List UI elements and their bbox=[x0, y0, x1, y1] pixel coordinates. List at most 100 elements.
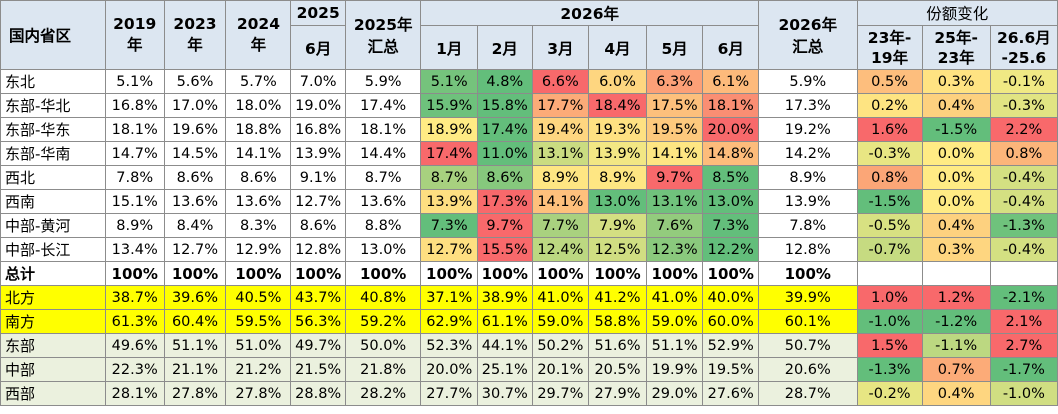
header-change: 26.6月 -25.6 bbox=[989, 25, 1058, 70]
region-name-cell: 南方 bbox=[0, 309, 106, 334]
table-row: 西南 15.1% 13.6% 13.6% 12.7% 13.6% 13.9% 17.3% 14.… bbox=[0, 189, 1058, 214]
table-cell: 13.6% bbox=[163, 189, 227, 214]
share-change-cell: 2.7% bbox=[989, 333, 1058, 358]
table-row: 北方 38.7% 39.6% 40.5% 43.7% 40.8% 37.1% 38.9% 41.… bbox=[0, 285, 1058, 310]
table-body: 东北 5.1% 5.6% 5.7% 7.0% 5.9% 5.1% 4.8% 6.6% 6.0% 6.… bbox=[0, 69, 1058, 406]
share-change-cell: -0.3% bbox=[856, 141, 923, 166]
share-change-cell: 0.8% bbox=[856, 165, 923, 190]
share-change-cell: -1.5% bbox=[921, 117, 991, 142]
table-cell: 60.1% bbox=[758, 309, 858, 334]
header-june-2025: 6月 bbox=[290, 25, 346, 70]
share-change-cell: -0.1% bbox=[989, 69, 1058, 94]
month-share-cell: 6.3% bbox=[645, 69, 704, 94]
table-row: 南方 61.3% 60.4% 59.5% 56.3% 59.2% 62.9% 61.1% 59.… bbox=[0, 309, 1058, 334]
month-share-cell: 59.0% bbox=[645, 309, 704, 334]
month-share-cell: 11.0% bbox=[477, 141, 533, 166]
header-total-2025: 2025年 汇总 bbox=[344, 0, 422, 70]
table-row: 西北 7.8% 8.6% 8.6% 9.1% 8.7% 8.7% 8.6% 8.9% 8.9% 9.… bbox=[0, 165, 1058, 190]
share-change-cell: 0.0% bbox=[921, 141, 991, 166]
month-share-cell: 30.7% bbox=[477, 381, 533, 406]
table-cell: 14.7% bbox=[104, 141, 165, 166]
table-cell: 49.7% bbox=[290, 333, 346, 358]
header-year-2025: 2025 bbox=[290, 0, 346, 26]
share-change-cell: -1.5% bbox=[856, 189, 923, 214]
month-share-cell: 17.5% bbox=[645, 93, 704, 118]
table-cell: 50.7% bbox=[758, 333, 858, 358]
month-share-cell: 18.1% bbox=[702, 93, 759, 118]
month-share-cell: 13.9% bbox=[588, 141, 647, 166]
table-cell: 5.1% bbox=[104, 69, 165, 94]
table-cell: 13.0% bbox=[344, 237, 422, 262]
table-cell: 16.8% bbox=[104, 93, 165, 118]
month-share-cell: 19.5% bbox=[645, 117, 704, 142]
month-share-cell: 5.1% bbox=[420, 69, 479, 94]
table-cell: 18.1% bbox=[104, 117, 165, 142]
header-month: 1月 bbox=[420, 25, 479, 70]
month-share-cell: 9.7% bbox=[477, 213, 533, 238]
month-share-cell: 27.9% bbox=[588, 381, 647, 406]
month-share-cell: 8.9% bbox=[531, 165, 590, 190]
month-share-cell: 12.4% bbox=[531, 237, 590, 262]
header-month: 2月 bbox=[477, 25, 533, 70]
month-share-cell: 100% bbox=[420, 261, 479, 286]
table-cell: 16.8% bbox=[290, 117, 346, 142]
table-cell: 8.9% bbox=[104, 213, 165, 238]
share-change-cell: 0.4% bbox=[921, 381, 991, 406]
month-share-cell: 12.3% bbox=[645, 237, 704, 262]
month-share-cell: 13.1% bbox=[531, 141, 590, 166]
table-row: 西部 28.1% 27.8% 27.8% 28.8% 28.2% 27.7% 30.7% 29.… bbox=[0, 381, 1058, 406]
month-share-cell: 15.5% bbox=[477, 237, 533, 262]
month-share-cell: 18.4% bbox=[588, 93, 647, 118]
table-cell: 51.1% bbox=[163, 333, 227, 358]
table-cell: 14.2% bbox=[758, 141, 858, 166]
table-row: 中部-黄河 8.9% 8.4% 8.3% 8.6% 8.8% 7.3% 9.7% 7.7% 7.9… bbox=[0, 213, 1058, 238]
total-row: 总计 100% 100% 100% 100% 100% 100% 100% 100% 100% 10… bbox=[0, 261, 1058, 286]
table-cell: 17.3% bbox=[758, 93, 858, 118]
month-share-cell: 100% bbox=[588, 261, 647, 286]
month-share-cell: 13.1% bbox=[645, 189, 704, 214]
share-change-cell: -0.4% bbox=[989, 189, 1058, 214]
region-name-cell: 总计 bbox=[0, 261, 106, 286]
table-row: 东部 49.6% 51.1% 51.0% 49.7% 50.0% 52.3% 44.1% 50.… bbox=[0, 333, 1058, 358]
table-cell: 13.6% bbox=[344, 189, 422, 214]
month-share-cell: 6.6% bbox=[531, 69, 590, 94]
month-share-cell: 25.1% bbox=[477, 357, 533, 382]
share-change-cell bbox=[921, 261, 991, 286]
table-cell: 100% bbox=[104, 261, 165, 286]
region-name-cell: 东部-华东 bbox=[0, 117, 106, 142]
share-change-cell: 1.6% bbox=[856, 117, 923, 142]
month-share-cell: 62.9% bbox=[420, 309, 479, 334]
month-share-cell: 14.1% bbox=[531, 189, 590, 214]
table-row: 东部-华南 14.7% 14.5% 14.1% 13.9% 14.4% 17.4% 11.0%… bbox=[0, 141, 1058, 166]
share-change-cell: 0.7% bbox=[921, 357, 991, 382]
table-cell: 28.1% bbox=[104, 381, 165, 406]
table-cell: 61.3% bbox=[104, 309, 165, 334]
header-month: 6月 bbox=[702, 25, 759, 70]
table-cell: 14.5% bbox=[163, 141, 227, 166]
region-name-cell: 东北 bbox=[0, 69, 106, 94]
region-name-cell: 北方 bbox=[0, 285, 106, 310]
region-name-cell: 中部 bbox=[0, 357, 106, 382]
table-cell: 28.7% bbox=[758, 381, 858, 406]
share-change-cell: -1.7% bbox=[989, 357, 1058, 382]
share-change-cell: 0.8% bbox=[989, 141, 1058, 166]
month-share-cell: 38.9% bbox=[477, 285, 533, 310]
table-cell: 8.6% bbox=[290, 213, 346, 238]
share-change-cell: -1.3% bbox=[856, 357, 923, 382]
share-change-cell: -2.1% bbox=[989, 285, 1058, 310]
table-cell: 18.8% bbox=[225, 117, 292, 142]
table-cell: 43.7% bbox=[290, 285, 346, 310]
month-share-cell: 17.4% bbox=[477, 117, 533, 142]
month-share-cell: 41.0% bbox=[645, 285, 704, 310]
header-share-change: 份额变化 bbox=[856, 0, 1058, 26]
month-share-cell: 13.0% bbox=[702, 189, 759, 214]
table-cell: 21.1% bbox=[163, 357, 227, 382]
month-share-cell: 20.0% bbox=[702, 117, 759, 142]
table-row: 东北 5.1% 5.6% 5.7% 7.0% 5.9% 5.1% 4.8% 6.6% 6.0% 6.… bbox=[0, 69, 1058, 94]
table-cell: 39.9% bbox=[758, 285, 858, 310]
share-change-cell: 1.2% bbox=[921, 285, 991, 310]
table-cell: 13.4% bbox=[104, 237, 165, 262]
share-change-cell: 0.3% bbox=[921, 237, 991, 262]
share-change-cell bbox=[989, 261, 1058, 286]
